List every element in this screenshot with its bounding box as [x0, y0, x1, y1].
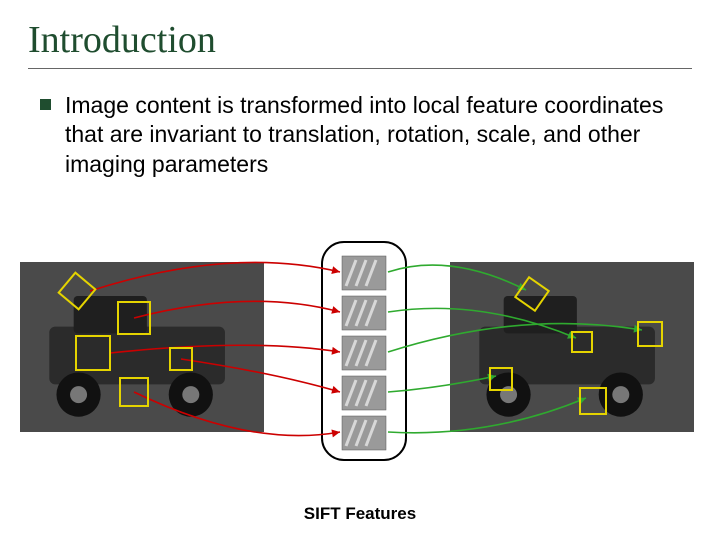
sift-figure: [20, 238, 700, 478]
slide: Introduction Image content is transforme…: [0, 0, 720, 540]
figure-caption: SIFT Features: [0, 504, 720, 524]
square-bullet-icon: [40, 99, 51, 110]
slide-title: Introduction: [28, 18, 692, 62]
bullet-text: Image content is transformed into local …: [65, 91, 692, 179]
figure-area: [20, 238, 700, 478]
bullet-item: Image content is transformed into local …: [28, 91, 692, 179]
title-underline: [28, 68, 692, 69]
